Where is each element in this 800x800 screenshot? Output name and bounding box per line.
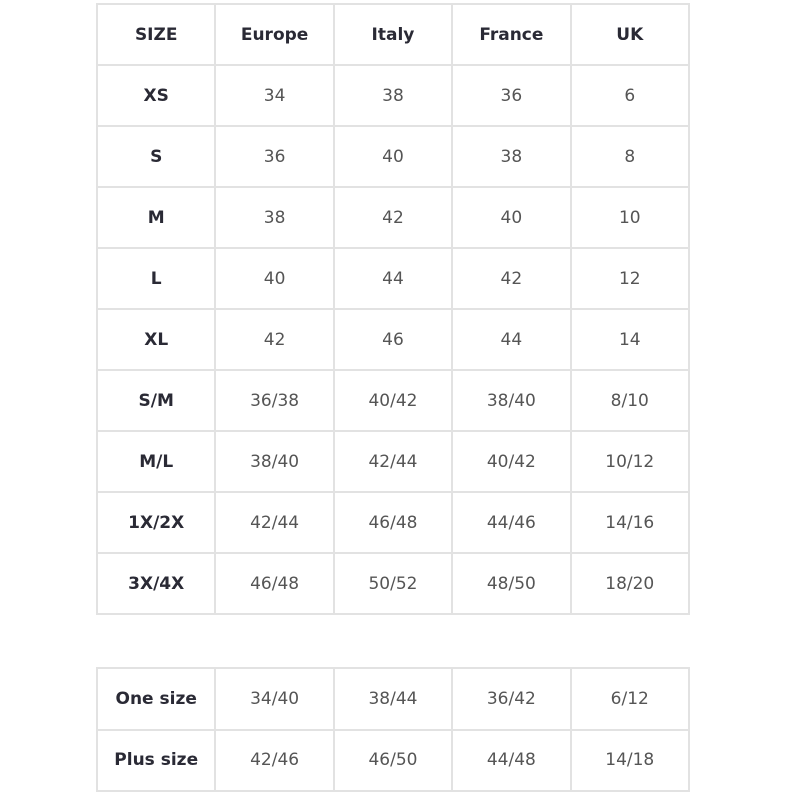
size-value-cell: 8 bbox=[569, 125, 690, 188]
size-value-cell: 36 bbox=[451, 64, 572, 127]
size-value-cell: 38 bbox=[332, 64, 454, 127]
column-header-uk: UK bbox=[569, 3, 690, 66]
size-value-cell: 36/42 bbox=[451, 667, 572, 731]
size-value-cell: 42/44 bbox=[214, 491, 335, 554]
size-value-cell: 38/40 bbox=[451, 369, 572, 432]
size-value-cell: 42 bbox=[214, 308, 335, 371]
size-value-cell: 46/48 bbox=[332, 491, 454, 554]
size-value-cell: 12 bbox=[569, 247, 690, 310]
size-value-cell: 40/42 bbox=[332, 369, 454, 432]
size-label-cell: L bbox=[95, 247, 217, 310]
size-label-cell: Plus size bbox=[95, 728, 217, 792]
size-value-cell: 36/38 bbox=[214, 369, 335, 432]
table-row: L 40 44 42 12 bbox=[95, 247, 690, 310]
table-header-row: SIZE Europe Italy France UK bbox=[95, 3, 690, 66]
size-value-cell: 46/48 bbox=[214, 552, 335, 615]
size-value-cell: 46 bbox=[332, 308, 454, 371]
column-header-europe: Europe bbox=[214, 3, 335, 66]
size-value-cell: 36 bbox=[214, 125, 335, 188]
size-value-cell: 10/12 bbox=[569, 430, 690, 493]
size-chart-table: SIZE Europe Italy France UK XS 34 38 36 6 S 36 40 38… bbox=[95, 3, 690, 615]
size-value-cell: 40 bbox=[214, 247, 335, 310]
size-value-cell: 40 bbox=[451, 186, 572, 249]
size-value-cell: 34 bbox=[214, 64, 335, 127]
size-value-cell: 34/40 bbox=[214, 667, 335, 731]
size-value-cell: 38/44 bbox=[332, 667, 454, 731]
size-value-cell: 44/48 bbox=[451, 728, 572, 792]
size-value-cell: 10 bbox=[569, 186, 690, 249]
size-value-cell: 38/40 bbox=[214, 430, 335, 493]
size-value-cell: 40/42 bbox=[451, 430, 572, 493]
column-header-size: SIZE bbox=[95, 3, 217, 66]
size-label-cell: One size bbox=[95, 667, 217, 731]
table-row: M 38 42 40 10 bbox=[95, 186, 690, 249]
size-value-cell: 6 bbox=[569, 64, 690, 127]
column-header-france: France bbox=[451, 3, 572, 66]
size-value-cell: 38 bbox=[214, 186, 335, 249]
size-value-cell: 42 bbox=[332, 186, 454, 249]
size-value-cell: 14 bbox=[569, 308, 690, 371]
table-row: S/M 36/38 40/42 38/40 8/10 bbox=[95, 369, 690, 432]
size-value-cell: 46/50 bbox=[332, 728, 454, 792]
table-row: One size 34/40 38/44 36/42 6/12 bbox=[95, 667, 690, 731]
size-value-cell: 44 bbox=[332, 247, 454, 310]
size-value-cell: 44 bbox=[451, 308, 572, 371]
size-label-cell: XS bbox=[95, 64, 217, 127]
size-label-cell: 3X/4X bbox=[95, 552, 217, 615]
size-value-cell: 14/18 bbox=[569, 728, 690, 792]
size-label-cell: S bbox=[95, 125, 217, 188]
table-row: S 36 40 38 8 bbox=[95, 125, 690, 188]
size-label-cell: M/L bbox=[95, 430, 217, 493]
size-value-cell: 44/46 bbox=[451, 491, 572, 554]
table-row: XL 42 46 44 14 bbox=[95, 308, 690, 371]
table-row: XS 34 38 36 6 bbox=[95, 64, 690, 127]
size-value-cell: 38 bbox=[451, 125, 572, 188]
special-sizes-table: One size 34/40 38/44 36/42 6/12 Plus size 42/4… bbox=[95, 667, 690, 792]
size-value-cell: 18/20 bbox=[569, 552, 690, 615]
column-header-italy: Italy bbox=[332, 3, 454, 66]
size-value-cell: 42/44 bbox=[332, 430, 454, 493]
size-label-cell: 1X/2X bbox=[95, 491, 217, 554]
size-value-cell: 40 bbox=[332, 125, 454, 188]
size-value-cell: 48/50 bbox=[451, 552, 572, 615]
size-value-cell: 42 bbox=[451, 247, 572, 310]
table-row: M/L 38/40 42/44 40/42 10/12 bbox=[95, 430, 690, 493]
size-value-cell: 42/46 bbox=[214, 728, 335, 792]
size-value-cell: 14/16 bbox=[569, 491, 690, 554]
table-row: 1X/2X 42/44 46/48 44/46 14/16 bbox=[95, 491, 690, 554]
size-label-cell: XL bbox=[95, 308, 217, 371]
table-row: 3X/4X 46/48 50/52 48/50 18/20 bbox=[95, 552, 690, 615]
size-label-cell: S/M bbox=[95, 369, 217, 432]
table-row: Plus size 42/46 46/50 44/48 14/18 bbox=[95, 728, 690, 792]
size-value-cell: 8/10 bbox=[569, 369, 690, 432]
size-value-cell: 50/52 bbox=[332, 552, 454, 615]
size-value-cell: 6/12 bbox=[569, 667, 690, 731]
size-label-cell: M bbox=[95, 186, 217, 249]
